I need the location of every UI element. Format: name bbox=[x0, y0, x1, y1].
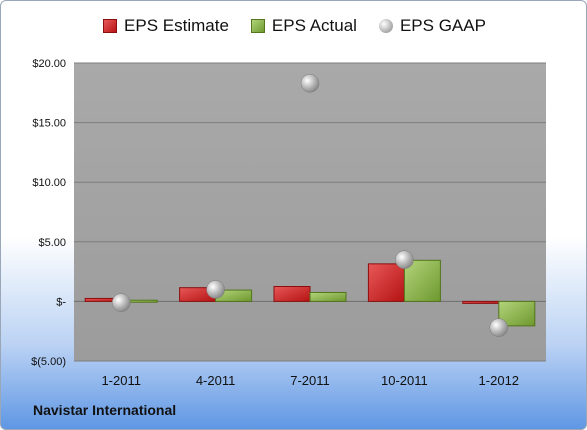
plot-area bbox=[74, 63, 546, 361]
legend-label-gaap: EPS GAAP bbox=[399, 16, 486, 35]
legend-swatch-actual bbox=[250, 19, 265, 33]
bar-eps-actual bbox=[309, 291, 347, 302]
y-tick-label: $15.00 bbox=[32, 118, 66, 130]
point-eps-gaap bbox=[206, 280, 225, 299]
x-tick-label: 7-2011 bbox=[290, 373, 330, 388]
y-tick-label: $- bbox=[56, 296, 66, 308]
x-tick-label: 10-2011 bbox=[381, 373, 428, 388]
point-eps-gaap bbox=[300, 74, 320, 93]
y-tick-label: $(5.00) bbox=[31, 356, 66, 368]
x-tick-label: 4-2011 bbox=[196, 373, 236, 388]
legend-label-estimate: EPS Estimate bbox=[124, 16, 229, 35]
x-tick-label: 1-2012 bbox=[479, 373, 519, 388]
company-name: Navistar International bbox=[33, 402, 177, 418]
legend-swatch-estimate bbox=[103, 19, 118, 33]
y-tick-label: $10.00 bbox=[32, 177, 66, 189]
bar-eps-estimate bbox=[367, 263, 405, 302]
bar-eps-estimate bbox=[273, 286, 311, 302]
legend-item-gaap: EPS GAAP bbox=[378, 16, 486, 36]
point-eps-gaap bbox=[111, 293, 131, 312]
legend: EPS Estimate EPS Actual EPS GAAP bbox=[1, 16, 586, 36]
point-eps-gaap bbox=[489, 318, 509, 337]
bar-eps-actual bbox=[498, 300, 536, 327]
bar-eps-actual bbox=[403, 259, 441, 302]
legend-item-actual: EPS Actual bbox=[250, 16, 357, 36]
point-eps-gaap bbox=[395, 250, 414, 269]
legend-label-actual: EPS Actual bbox=[271, 16, 357, 35]
bar-eps-estimate bbox=[462, 300, 500, 304]
y-tick-label: $5.00 bbox=[38, 237, 66, 249]
legend-swatch-gaap bbox=[378, 19, 393, 33]
y-tick-label: $20.00 bbox=[32, 58, 66, 70]
x-tick-label: 1-2011 bbox=[101, 373, 141, 388]
legend-item-estimate: EPS Estimate bbox=[103, 16, 229, 36]
